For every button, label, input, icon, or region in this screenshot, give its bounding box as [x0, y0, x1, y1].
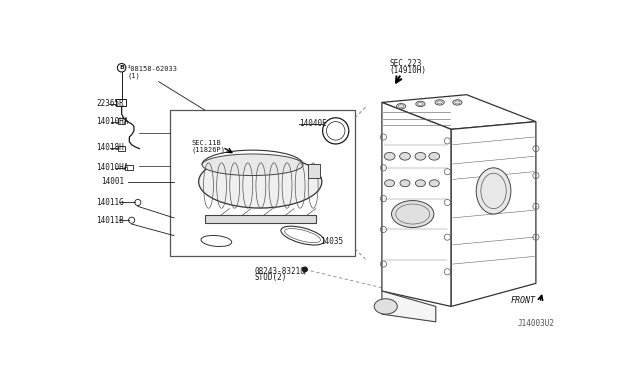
Ellipse shape [202, 154, 303, 176]
Text: (14910H): (14910H) [390, 66, 427, 75]
Bar [170, 110, 355, 256]
Text: (11826P): (11826P) [192, 147, 226, 153]
Text: SEC.223: SEC.223 [390, 60, 422, 68]
Text: J14003U2: J14003U2 [518, 319, 555, 328]
Bar [118, 118, 125, 124]
Ellipse shape [384, 153, 395, 160]
Bar [205, 215, 316, 222]
Polygon shape [382, 95, 536, 129]
Ellipse shape [392, 201, 434, 228]
Ellipse shape [429, 180, 439, 187]
Ellipse shape [385, 180, 395, 187]
Ellipse shape [397, 103, 406, 109]
Ellipse shape [399, 153, 410, 160]
Text: 14010HA: 14010HA [96, 163, 129, 172]
Polygon shape [382, 291, 436, 322]
Bar [118, 145, 125, 151]
Text: STUD(2): STUD(2) [255, 273, 287, 282]
Polygon shape [451, 122, 536, 307]
Text: 14010HA: 14010HA [96, 117, 129, 126]
Ellipse shape [429, 153, 440, 160]
Bar [125, 165, 133, 170]
Text: 22365R: 22365R [96, 99, 124, 108]
Text: SEC.11B: SEC.11B [192, 140, 221, 146]
Ellipse shape [374, 299, 397, 314]
Text: B: B [119, 65, 124, 70]
Polygon shape [382, 102, 451, 307]
Bar [116, 99, 126, 106]
Text: 08243-83210: 08243-83210 [255, 267, 306, 276]
Circle shape [303, 267, 307, 272]
Ellipse shape [476, 168, 511, 214]
Ellipse shape [198, 155, 322, 208]
Text: (1): (1) [127, 73, 140, 80]
Text: 14001: 14001 [102, 177, 125, 186]
Text: 14011B: 14011B [96, 216, 124, 225]
Ellipse shape [415, 180, 426, 187]
Ellipse shape [452, 100, 462, 105]
Text: 14011G: 14011G [96, 198, 124, 207]
Ellipse shape [415, 153, 426, 160]
Ellipse shape [435, 100, 444, 105]
Text: 14035: 14035 [320, 237, 344, 246]
Bar [308, 164, 319, 178]
Text: 14018H: 14018H [96, 143, 124, 152]
Text: 14040E: 14040E [299, 119, 326, 128]
Text: ³08158-62033: ³08158-62033 [127, 66, 178, 72]
Ellipse shape [400, 180, 410, 187]
Text: FRONT: FRONT [511, 296, 536, 305]
Ellipse shape [416, 101, 425, 107]
